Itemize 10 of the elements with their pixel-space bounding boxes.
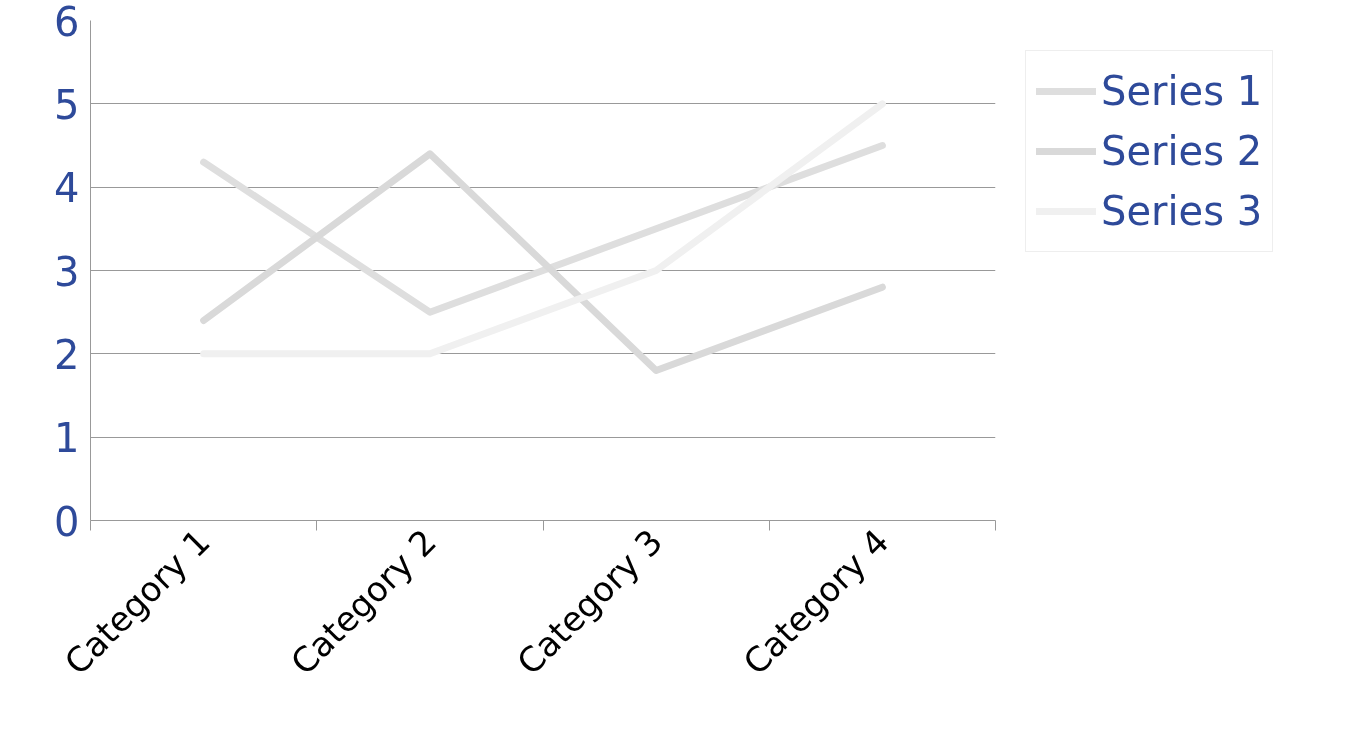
y-tick-label: 6 xyxy=(54,0,80,45)
y-tick-label: 3 xyxy=(54,248,80,295)
y-tick-label: 0 xyxy=(54,498,80,545)
legend-label: Series 2 xyxy=(1101,127,1263,176)
y-tick-label: 4 xyxy=(54,165,80,212)
legend-label: Series 3 xyxy=(1101,187,1263,236)
y-tick-label: 2 xyxy=(54,331,80,378)
y-tick-label: 1 xyxy=(54,415,80,462)
legend-label: Series 1 xyxy=(1101,67,1263,116)
y-tick-label: 5 xyxy=(54,81,80,128)
